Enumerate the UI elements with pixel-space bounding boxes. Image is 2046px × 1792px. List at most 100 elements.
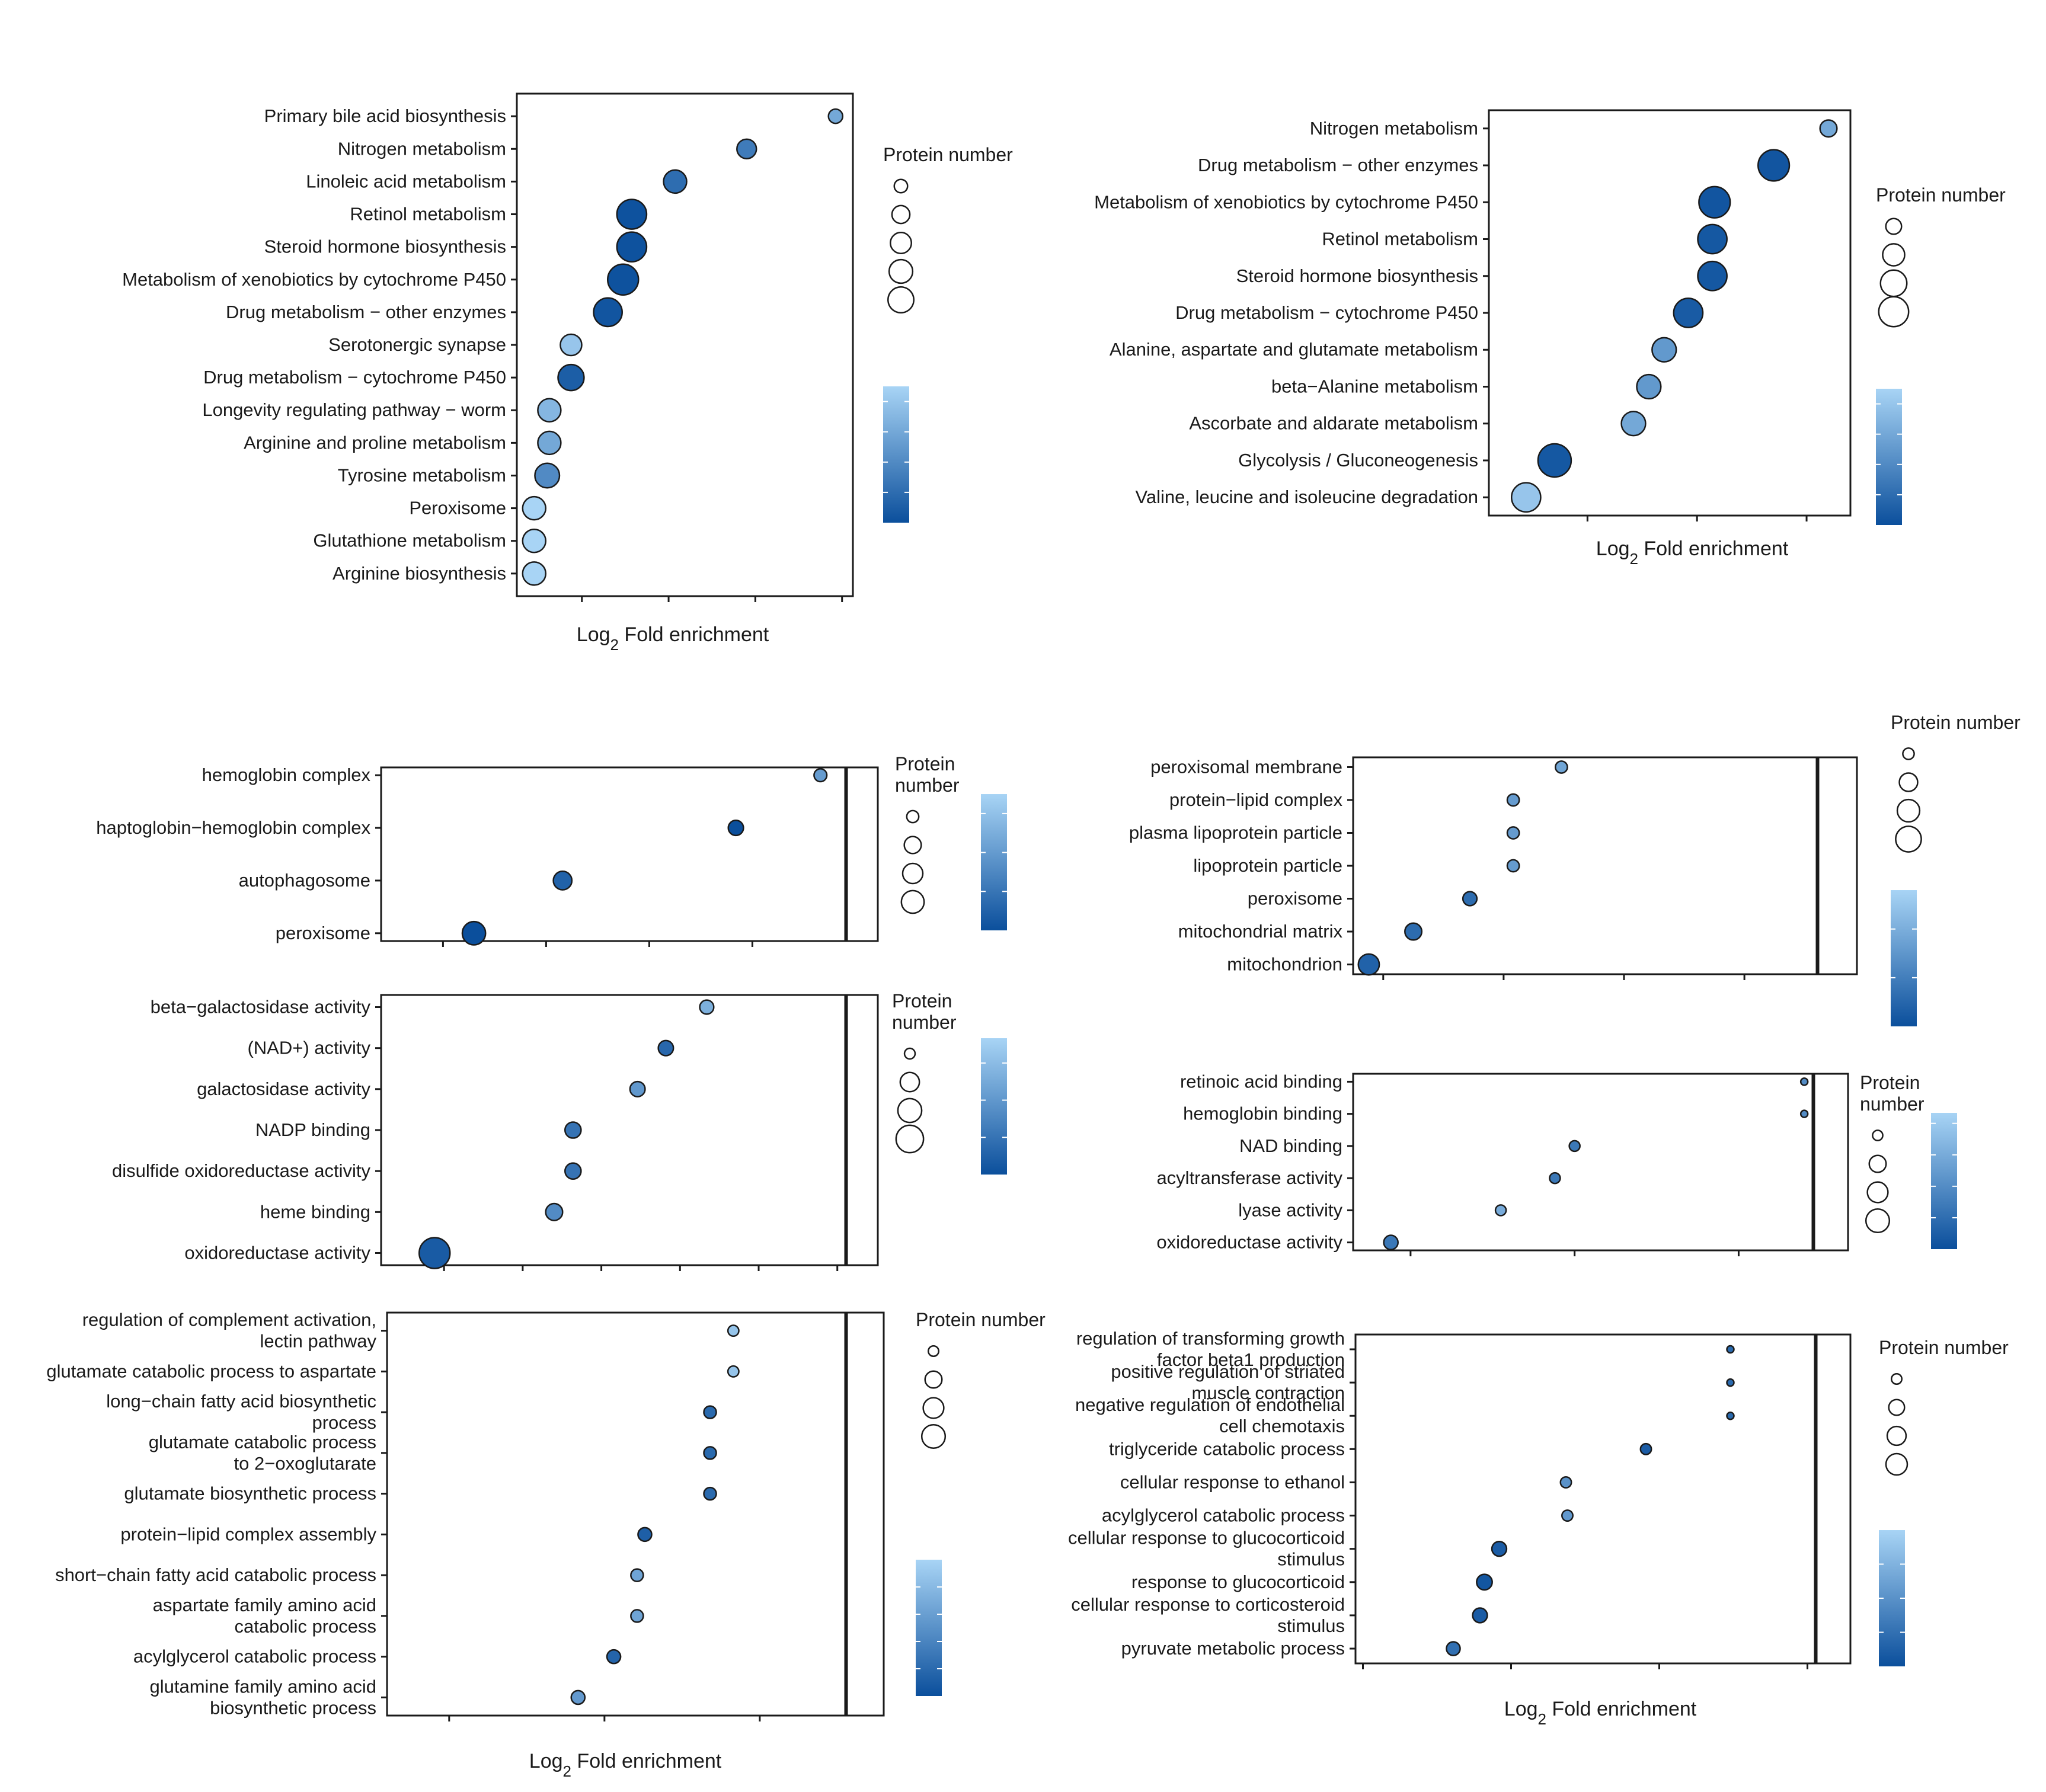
label-line: factor beta1 production bbox=[1157, 1349, 1345, 1370]
color-legend-bar bbox=[981, 794, 1007, 930]
size-legend-key bbox=[901, 862, 924, 885]
data-point bbox=[703, 1405, 717, 1419]
data-point bbox=[557, 363, 585, 392]
data-point bbox=[616, 199, 648, 230]
y-category-label: Metabolism of xenobiotics by cytochrome … bbox=[1094, 191, 1478, 212]
label-line: long−chain fatty acid biosynthetic bbox=[106, 1391, 376, 1412]
y-category-label: oxidoreductase activity bbox=[1156, 1232, 1342, 1253]
x-title-log: Log bbox=[1504, 1698, 1538, 1720]
size-legend-title: Protein number bbox=[892, 990, 957, 1033]
y-category-label: Drug metabolism − cytochrome P450 bbox=[203, 367, 506, 388]
size-legend-key bbox=[906, 809, 920, 824]
size-legend-title: Protein number bbox=[1876, 184, 2006, 206]
label-line: positive regulation of striated bbox=[1111, 1361, 1345, 1382]
data-point bbox=[537, 430, 562, 456]
data-point bbox=[1799, 1077, 1809, 1086]
facet-strip bbox=[1815, 756, 1858, 975]
y-category-label: Nitrogen metabolism bbox=[1310, 118, 1478, 139]
label-line: Protein bbox=[1860, 1072, 1920, 1093]
data-point bbox=[606, 1649, 622, 1665]
x-axis-title: Log2 Fold enrichment bbox=[577, 623, 769, 654]
y-category-label: Arginine biosynthesis bbox=[333, 563, 506, 584]
size-legend-key bbox=[1885, 1452, 1908, 1476]
y-category-label: beta−galactosidase activity bbox=[151, 997, 371, 1017]
data-point bbox=[537, 398, 562, 423]
facet-mf: retinoic acid binding hemoglobin binding N… bbox=[1156, 1071, 1957, 1256]
facet-cc: peroxisomal membrane protein−lipid comple… bbox=[1129, 712, 2021, 1026]
label-line: negative regulation of endothelial bbox=[1075, 1394, 1345, 1415]
data-point bbox=[1357, 953, 1380, 976]
y-category-label: cellular response to ethanol bbox=[1120, 1471, 1345, 1492]
facet-strip bbox=[844, 994, 879, 1266]
facet-bp: regulation of transforming growth factor … bbox=[1068, 1328, 2009, 1669]
data-point bbox=[813, 768, 828, 783]
size-legend-key bbox=[893, 178, 909, 194]
plot-frame bbox=[1352, 1073, 1814, 1252]
y-category-label: Nitrogen metabolism bbox=[338, 138, 506, 159]
data-point bbox=[1537, 443, 1572, 478]
y-category-label: Retinol metabolism bbox=[1322, 229, 1478, 249]
y-category-label: galactosidase activity bbox=[197, 1079, 370, 1099]
size-legend-key bbox=[903, 836, 922, 855]
size-legend-key bbox=[1890, 1372, 1903, 1385]
data-point bbox=[727, 1365, 740, 1378]
data-point bbox=[522, 561, 546, 586]
facet-strip bbox=[1811, 1073, 1849, 1252]
y-category-label: regulation of transforming growth factor … bbox=[1076, 1328, 1345, 1370]
facet-strip bbox=[1814, 1333, 1852, 1665]
y-category-label: beta−Alanine metabolism bbox=[1271, 376, 1478, 396]
y-category-label: Ascorbate and aldarate metabolism bbox=[1189, 413, 1478, 434]
x-title-log: Log bbox=[577, 623, 610, 646]
y-category-label: pyruvate metabolic process bbox=[1121, 1638, 1345, 1659]
y-category-label: regulation of complement activation, lect… bbox=[82, 1310, 377, 1352]
data-point bbox=[1697, 223, 1728, 255]
data-point bbox=[1757, 149, 1791, 182]
data-point bbox=[1726, 1345, 1735, 1354]
size-legend-key bbox=[922, 1397, 945, 1419]
data-point bbox=[1819, 119, 1838, 138]
color-legend-bar bbox=[1891, 890, 1917, 1026]
size-legend-key bbox=[897, 1097, 923, 1124]
label-line: cellular response to corticosteroid bbox=[1071, 1594, 1345, 1615]
data-point bbox=[1636, 373, 1662, 400]
y-category-label: short−chain fatty acid catabolic process bbox=[55, 1564, 376, 1585]
data-point bbox=[522, 495, 546, 521]
label-line: Protein bbox=[892, 990, 952, 1012]
size-legend-key bbox=[1866, 1181, 1889, 1204]
y-category-label: response to glucocorticoid bbox=[1131, 1572, 1345, 1592]
y-category-label: positive regulation of striated muscle co… bbox=[1111, 1361, 1345, 1403]
x-title-log: Log bbox=[529, 1750, 563, 1772]
panel-c: Nitrogen metabolism Drug metabolism − oth… bbox=[1094, 109, 2006, 568]
data-point bbox=[1639, 1442, 1652, 1455]
size-legend-key bbox=[888, 258, 914, 284]
color-legend-bar bbox=[916, 1560, 942, 1696]
data-point bbox=[1561, 1509, 1574, 1522]
y-category-label: disulfide oxidoreductase activity bbox=[112, 1160, 370, 1181]
y-category-label: acyltransferase activity bbox=[1156, 1167, 1342, 1188]
data-point bbox=[1476, 1573, 1493, 1591]
size-legend-key bbox=[1898, 772, 1919, 792]
y-category-label: NADP binding bbox=[255, 1119, 370, 1140]
data-point bbox=[727, 819, 744, 837]
y-category-label: Serotonergic synapse bbox=[328, 334, 506, 355]
size-legend-title: Protein number bbox=[1860, 1072, 1924, 1115]
y-category-label: Primary bile acid biosynthesis bbox=[264, 105, 506, 126]
size-legend-title: Protein number bbox=[916, 1309, 1046, 1330]
data-point bbox=[630, 1568, 644, 1582]
data-point bbox=[1568, 1140, 1581, 1153]
y-category-label: Drug metabolism − other enzymes bbox=[226, 302, 506, 322]
y-category-label: Drug metabolism − cytochrome P450 bbox=[1175, 302, 1478, 323]
data-point bbox=[827, 108, 844, 124]
y-category-label: plasma lipoprotein particle bbox=[1129, 822, 1342, 843]
data-point bbox=[564, 1162, 582, 1180]
data-point bbox=[1494, 1204, 1507, 1217]
label-line: process bbox=[312, 1412, 376, 1433]
plot-frame bbox=[1354, 1333, 1816, 1665]
y-category-label: cellular response to corticosteroid stimu… bbox=[1071, 1594, 1345, 1636]
x-title-sub: 2 bbox=[610, 636, 619, 654]
label-line: lectin pathway bbox=[260, 1331, 377, 1352]
x-title-rest: Fold enrichment bbox=[571, 1750, 722, 1772]
y-category-label: lipoprotein particle bbox=[1193, 855, 1342, 876]
size-legend-title: Protein number bbox=[1879, 1337, 2009, 1358]
